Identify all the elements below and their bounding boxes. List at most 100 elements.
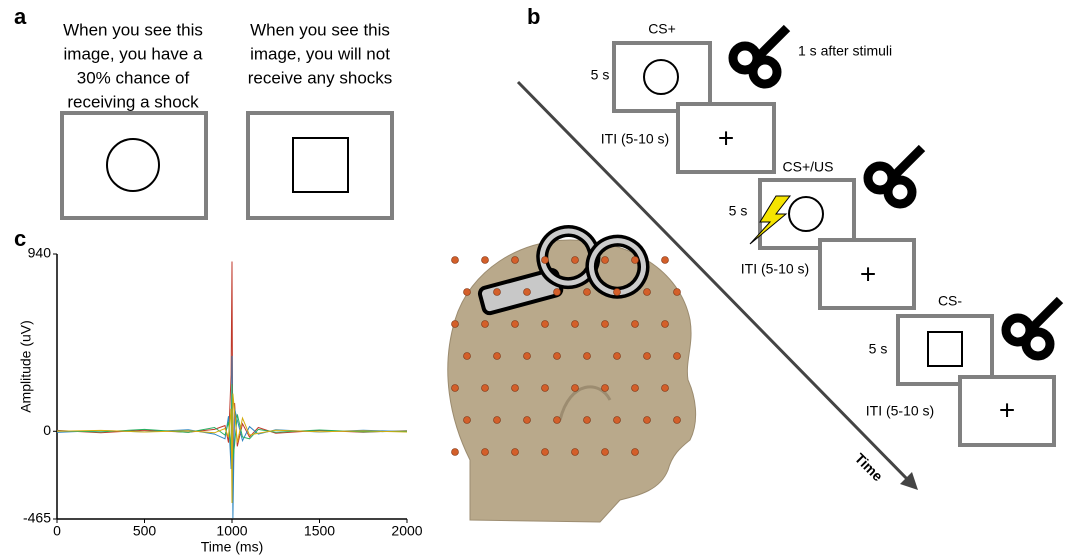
electrode <box>523 288 531 296</box>
x-axis-label: Time (ms) <box>201 539 263 555</box>
electrode <box>673 416 681 424</box>
electrode <box>511 384 519 392</box>
text-line: When you see this <box>250 20 390 39</box>
shock-note: 1 s after stimuli <box>798 43 892 59</box>
electrode <box>583 416 591 424</box>
circle-stimulus <box>643 59 679 95</box>
shock-icon <box>733 28 787 84</box>
electrode <box>463 288 471 296</box>
iti-label: ITI (5-10 s) <box>741 261 809 277</box>
panel-label: b <box>527 4 540 29</box>
trial-name: CS- <box>938 293 962 309</box>
electrode <box>511 256 519 264</box>
electrode <box>553 352 561 360</box>
electrode <box>613 416 621 424</box>
electrode <box>631 256 639 264</box>
y-tick-label: -465 <box>23 510 51 526</box>
electrode <box>511 448 519 456</box>
electrode <box>553 288 561 296</box>
cs-minus-screen <box>246 111 394 220</box>
cs-screen <box>896 314 994 386</box>
x-tick-label: 0 <box>53 523 61 539</box>
electrode <box>583 288 591 296</box>
electrode <box>601 256 609 264</box>
electrode <box>463 416 471 424</box>
electrode <box>583 352 591 360</box>
time-arrow <box>516 80 912 484</box>
electrode <box>601 448 609 456</box>
iti-label: ITI (5-10 s) <box>866 403 934 419</box>
electrode <box>541 320 549 328</box>
text-line: image, you have a <box>64 44 203 63</box>
duration: 5 s <box>869 341 888 357</box>
x-tick-label: 1500 <box>304 523 335 539</box>
shock-icon <box>1006 300 1060 356</box>
electrode <box>451 384 459 392</box>
electrode <box>631 384 639 392</box>
eeg-trace <box>56 393 408 504</box>
fixation: + <box>860 258 876 289</box>
circle-stimulus <box>106 138 160 192</box>
x-tick-label: 2000 <box>391 523 422 539</box>
electrode <box>493 288 501 296</box>
electrode <box>631 320 639 328</box>
text-line: receive any shocks <box>248 68 393 87</box>
iti-label: ITI (5-10 s) <box>601 131 669 147</box>
cs-plus-text: When you see this image, you have a 30% ch… <box>63 20 203 111</box>
head-model <box>447 225 697 523</box>
electrode <box>511 320 519 328</box>
trial-name: CS+ <box>648 21 676 37</box>
eeg-trace <box>56 384 408 460</box>
arrow-head <box>900 472 918 490</box>
x-tick-label: 1000 <box>216 523 247 539</box>
electrode <box>661 256 669 264</box>
electrode <box>661 384 669 392</box>
panel-label: c <box>14 226 26 251</box>
shock-bolt <box>749 195 792 245</box>
iti-screen <box>958 375 1056 447</box>
electrode <box>481 448 489 456</box>
text-line: 30% chance of <box>77 68 190 87</box>
electrode <box>541 256 549 264</box>
fixation: + <box>999 394 1015 425</box>
electrode <box>523 352 531 360</box>
circle-stimulus <box>788 196 824 232</box>
electrode <box>451 256 459 264</box>
y-axis-label: Amplitude (uV) <box>18 320 34 413</box>
electrode <box>613 288 621 296</box>
text-line: receiving a shock <box>67 92 199 111</box>
time-label: Time <box>852 450 886 484</box>
electrode <box>451 448 459 456</box>
electrode <box>481 384 489 392</box>
fixation: + <box>718 122 734 153</box>
electrode <box>601 320 609 328</box>
y-tick-label: 940 <box>28 245 52 261</box>
electrode <box>451 320 459 328</box>
electrode <box>571 448 579 456</box>
electrode <box>493 416 501 424</box>
electrode <box>643 416 651 424</box>
text-line: When you see this <box>63 20 203 39</box>
cs-screen <box>612 41 712 113</box>
electrode <box>601 384 609 392</box>
cs-plus-screen <box>60 111 208 220</box>
square-stimulus <box>927 331 963 367</box>
electrode <box>463 352 471 360</box>
electrode <box>481 320 489 328</box>
electrode <box>541 448 549 456</box>
electrode <box>673 352 681 360</box>
electrode <box>523 416 531 424</box>
electrode <box>571 256 579 264</box>
x-tick-label: 500 <box>133 523 157 539</box>
cs-minus-text: When you see this image, you will not rece… <box>248 20 393 87</box>
shock-icon <box>868 148 922 204</box>
text-line: image, you will not <box>250 44 390 63</box>
electrode <box>643 352 651 360</box>
electrode <box>571 320 579 328</box>
electrode <box>481 256 489 264</box>
electrode <box>541 384 549 392</box>
electrode <box>631 448 639 456</box>
duration: 5 s <box>729 203 748 219</box>
